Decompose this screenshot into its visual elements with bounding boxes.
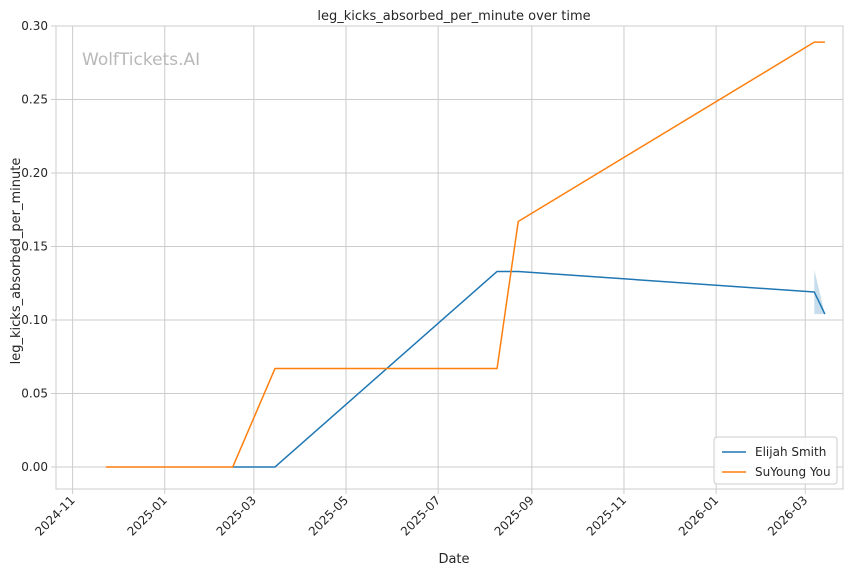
- chart-title: leg_kicks_absorbed_per_minute over time: [317, 9, 590, 24]
- series-line-suyoung-you: [105, 41, 825, 468]
- grid: [56, 25, 843, 489]
- series-lines: [105, 41, 826, 468]
- y-tick-label: 0.05: [21, 386, 48, 400]
- y-tick-label: 0.00: [21, 460, 48, 474]
- y-tick-label: 0.25: [21, 92, 48, 106]
- x-axis-label: Date: [438, 552, 469, 567]
- confidence-bands: [814, 269, 825, 315]
- y-tick-label: 0.15: [21, 239, 48, 253]
- legend-label-elijah-smith: Elijah Smith: [755, 445, 826, 459]
- y-tick-label: 0.20: [21, 166, 48, 180]
- plot-frame: [55, 25, 844, 490]
- y-axis-ticks: 0.00 0.05 0.10 0.15 0.20 0.25 0.30: [21, 19, 56, 474]
- legend: Elijah Smith SuYoung You: [713, 436, 838, 485]
- legend-label-suyoung-you: SuYoung You: [755, 465, 831, 479]
- y-axis-label: leg_kicks_absorbed_per_minute: [9, 158, 24, 365]
- y-tick-label: 0.10: [21, 313, 48, 327]
- series-line-elijah-smith: [232, 270, 826, 468]
- y-tick-label: 0.30: [21, 19, 48, 33]
- watermark-text: WolfTickets.AI: [82, 50, 200, 70]
- confidence-band-elijah-smith: [814, 269, 825, 315]
